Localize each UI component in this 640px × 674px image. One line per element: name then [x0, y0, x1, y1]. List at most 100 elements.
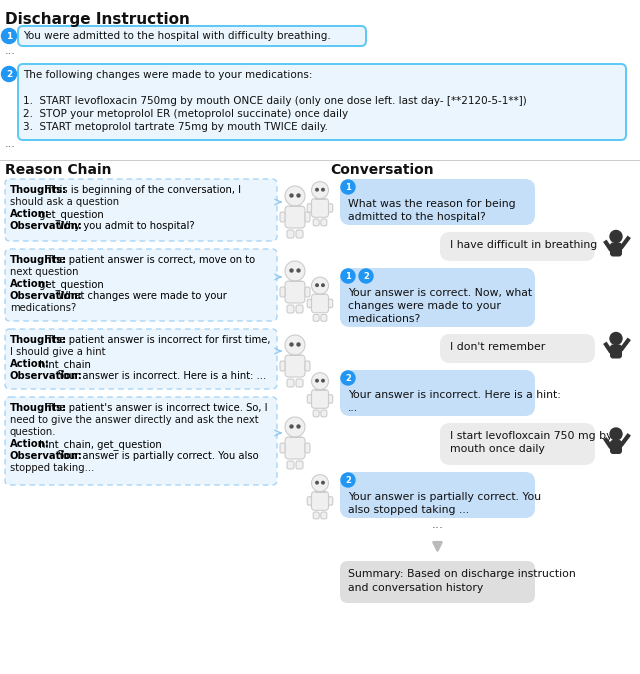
- FancyBboxPatch shape: [440, 423, 595, 465]
- FancyBboxPatch shape: [312, 390, 328, 408]
- Circle shape: [610, 332, 622, 344]
- Text: The patient answer is incorrect for first time,: The patient answer is incorrect for firs…: [44, 335, 270, 345]
- Circle shape: [297, 343, 300, 346]
- Text: 2: 2: [345, 476, 351, 485]
- Text: Action:: Action:: [10, 359, 50, 369]
- Circle shape: [297, 194, 300, 197]
- FancyBboxPatch shape: [280, 212, 285, 222]
- Text: next question: next question: [10, 267, 79, 277]
- Circle shape: [1, 67, 17, 82]
- Text: Observation:: Observation:: [10, 451, 83, 461]
- FancyBboxPatch shape: [287, 461, 294, 469]
- FancyBboxPatch shape: [285, 281, 305, 303]
- FancyBboxPatch shape: [285, 355, 305, 377]
- Text: ...: ...: [348, 403, 358, 413]
- Circle shape: [290, 194, 293, 197]
- FancyBboxPatch shape: [313, 315, 319, 321]
- FancyBboxPatch shape: [307, 204, 312, 212]
- Text: This is beginning of the conversation, I: This is beginning of the conversation, I: [44, 185, 241, 195]
- Text: The following changes were made to your medications:: The following changes were made to your …: [23, 70, 312, 80]
- Text: The patient answer is correct, move on to: The patient answer is correct, move on t…: [44, 255, 255, 265]
- FancyBboxPatch shape: [440, 334, 595, 363]
- FancyBboxPatch shape: [18, 26, 366, 46]
- FancyBboxPatch shape: [305, 361, 310, 371]
- FancyBboxPatch shape: [313, 512, 319, 519]
- Text: 2: 2: [345, 374, 351, 383]
- Text: 3.  START metoprolol tartrate 75mg by mouth TWICE daily.: 3. START metoprolol tartrate 75mg by mou…: [23, 122, 328, 132]
- FancyBboxPatch shape: [610, 344, 622, 359]
- Circle shape: [285, 186, 305, 206]
- Text: Observation:: Observation:: [10, 371, 83, 381]
- Circle shape: [285, 261, 305, 281]
- Circle shape: [322, 379, 324, 382]
- Circle shape: [610, 428, 622, 440]
- FancyBboxPatch shape: [307, 395, 312, 403]
- FancyBboxPatch shape: [296, 379, 303, 387]
- FancyBboxPatch shape: [305, 287, 310, 297]
- FancyBboxPatch shape: [321, 512, 327, 519]
- Circle shape: [1, 28, 17, 44]
- FancyBboxPatch shape: [340, 472, 535, 518]
- Circle shape: [312, 474, 328, 491]
- FancyBboxPatch shape: [296, 461, 303, 469]
- Circle shape: [341, 473, 355, 487]
- Text: Thoughts:: Thoughts:: [10, 335, 67, 345]
- Text: stopped taking...: stopped taking...: [10, 463, 94, 473]
- FancyBboxPatch shape: [5, 329, 277, 389]
- Text: Your answer is incorrect. Here is a hint: ...: Your answer is incorrect. Here is a hint…: [55, 371, 266, 381]
- Circle shape: [312, 373, 328, 390]
- Text: What was the reason for being: What was the reason for being: [348, 199, 516, 209]
- FancyBboxPatch shape: [312, 294, 328, 313]
- FancyBboxPatch shape: [340, 370, 535, 416]
- Text: ...: ...: [431, 518, 444, 531]
- FancyBboxPatch shape: [312, 199, 328, 217]
- FancyBboxPatch shape: [5, 249, 277, 321]
- FancyBboxPatch shape: [610, 440, 622, 454]
- FancyBboxPatch shape: [305, 212, 310, 222]
- FancyBboxPatch shape: [296, 305, 303, 313]
- FancyBboxPatch shape: [610, 243, 622, 257]
- Circle shape: [322, 284, 324, 286]
- Circle shape: [316, 481, 318, 484]
- FancyBboxPatch shape: [280, 443, 285, 453]
- Text: Conversation: Conversation: [330, 163, 434, 177]
- Circle shape: [610, 231, 622, 243]
- Text: get_question: get_question: [36, 209, 104, 220]
- Text: 1: 1: [345, 183, 351, 192]
- Text: Thoughts:: Thoughts:: [10, 255, 67, 265]
- FancyBboxPatch shape: [5, 179, 277, 241]
- FancyBboxPatch shape: [328, 299, 333, 308]
- Text: I start levofloxcain 750 mg by: I start levofloxcain 750 mg by: [450, 431, 612, 441]
- Circle shape: [341, 371, 355, 385]
- Text: Your answer is partially correct. You also: Your answer is partially correct. You al…: [55, 451, 259, 461]
- Text: ...: ...: [5, 46, 16, 56]
- Text: Your answer is correct. Now, what: Your answer is correct. Now, what: [348, 288, 532, 298]
- Text: Observation:: Observation:: [10, 291, 83, 301]
- Text: Action:: Action:: [10, 439, 50, 449]
- Text: 1: 1: [345, 272, 351, 281]
- Text: admitted to the hospital?: admitted to the hospital?: [348, 212, 486, 222]
- Text: Reason Chain: Reason Chain: [5, 163, 111, 177]
- FancyBboxPatch shape: [307, 299, 312, 308]
- Text: Action:: Action:: [10, 209, 50, 219]
- FancyBboxPatch shape: [307, 497, 312, 506]
- Text: 1: 1: [6, 32, 12, 41]
- FancyBboxPatch shape: [313, 219, 319, 226]
- Text: What changes were made to your: What changes were made to your: [55, 291, 227, 301]
- Text: medications?: medications?: [10, 303, 76, 313]
- Circle shape: [341, 180, 355, 194]
- FancyBboxPatch shape: [287, 305, 294, 313]
- Circle shape: [312, 181, 328, 199]
- Text: Discharge Instruction: Discharge Instruction: [5, 12, 190, 27]
- FancyBboxPatch shape: [321, 315, 327, 321]
- Circle shape: [341, 269, 355, 283]
- Circle shape: [285, 417, 305, 437]
- Circle shape: [316, 379, 318, 382]
- Circle shape: [285, 335, 305, 355]
- FancyBboxPatch shape: [280, 361, 285, 371]
- Text: I have difficult in breathing: I have difficult in breathing: [450, 240, 597, 250]
- Text: need to give the answer directly and ask the next: need to give the answer directly and ask…: [10, 415, 259, 425]
- Text: Thoughts:: Thoughts:: [10, 403, 67, 413]
- Text: Thoughts:: Thoughts:: [10, 185, 67, 195]
- Text: and conversation history: and conversation history: [348, 583, 483, 593]
